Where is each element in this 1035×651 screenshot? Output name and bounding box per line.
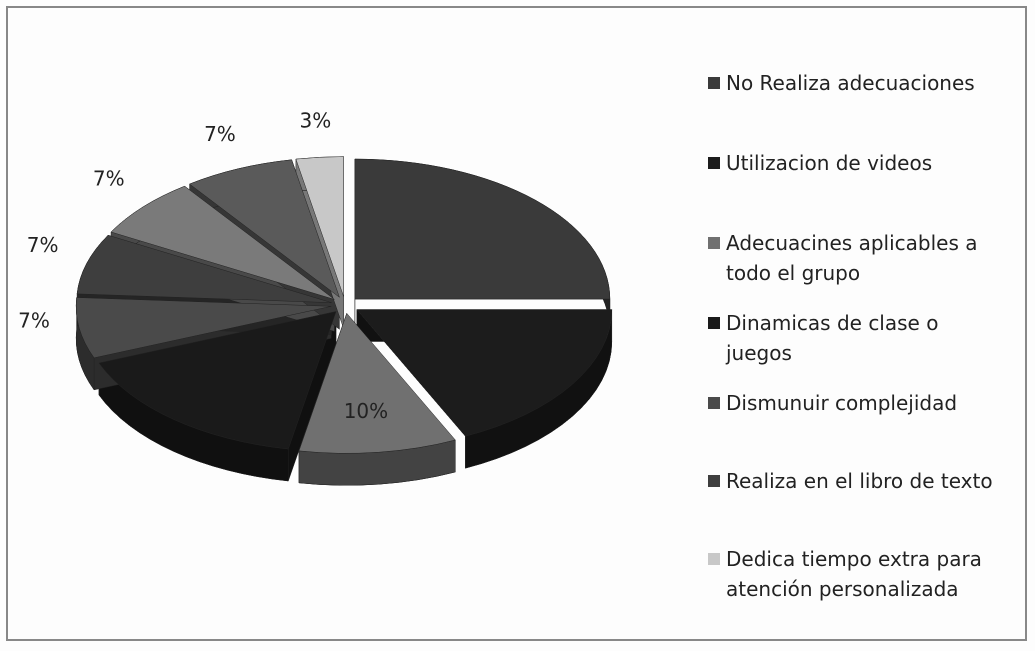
legend-label: Dinamicas de clase o juegos [726, 311, 939, 365]
legend-item: Realiza en el libro de texto [708, 466, 1008, 496]
data-label: 3% [299, 109, 331, 133]
pie-slice [98, 311, 337, 450]
data-label: 10% [344, 399, 388, 423]
pie-slice [356, 309, 613, 437]
pie-slice [189, 159, 340, 298]
legend-swatch [708, 157, 720, 169]
legend-item: No Realiza adecuaciones [708, 68, 1008, 98]
data-label: 7% [204, 122, 236, 146]
legend-item: Dismunuir complejidad [708, 388, 1008, 418]
legend-item: Dedica tiempo extra para atención person… [708, 544, 1008, 604]
legend-label: Realiza en el libro de texto [726, 469, 993, 493]
pie-slice [110, 185, 335, 300]
data-label: 7% [18, 309, 50, 333]
legend-item: Adecuacines aplicables a todo el grupo [708, 228, 1008, 288]
legend-swatch [708, 553, 720, 565]
pie-slice [354, 158, 611, 300]
legend-swatch [708, 397, 720, 409]
data-label: 7% [93, 167, 125, 191]
legend-label: No Realiza adecuaciones [726, 71, 975, 95]
legend-swatch [708, 237, 720, 249]
pie-slice [76, 234, 332, 303]
legend-label: Utilizacion de videos [726, 151, 933, 175]
pie-slice [295, 156, 344, 297]
legend-swatch [708, 77, 720, 89]
legend-swatch [708, 317, 720, 329]
legend-label: Dedica tiempo extra para atención person… [726, 547, 982, 601]
chart-frame [6, 6, 1027, 641]
legend-label: Adecuacines aplicables a todo el grupo [726, 231, 978, 285]
data-label: 7% [27, 233, 59, 257]
legend-label: Dismunuir complejidad [726, 391, 958, 415]
pie-slice [75, 297, 332, 359]
legend-item: Dinamicas de clase o juegos [708, 308, 1008, 368]
legend-swatch [708, 475, 720, 487]
pie-slice [298, 312, 456, 454]
legend-item: Utilizacion de videos [708, 148, 1008, 178]
